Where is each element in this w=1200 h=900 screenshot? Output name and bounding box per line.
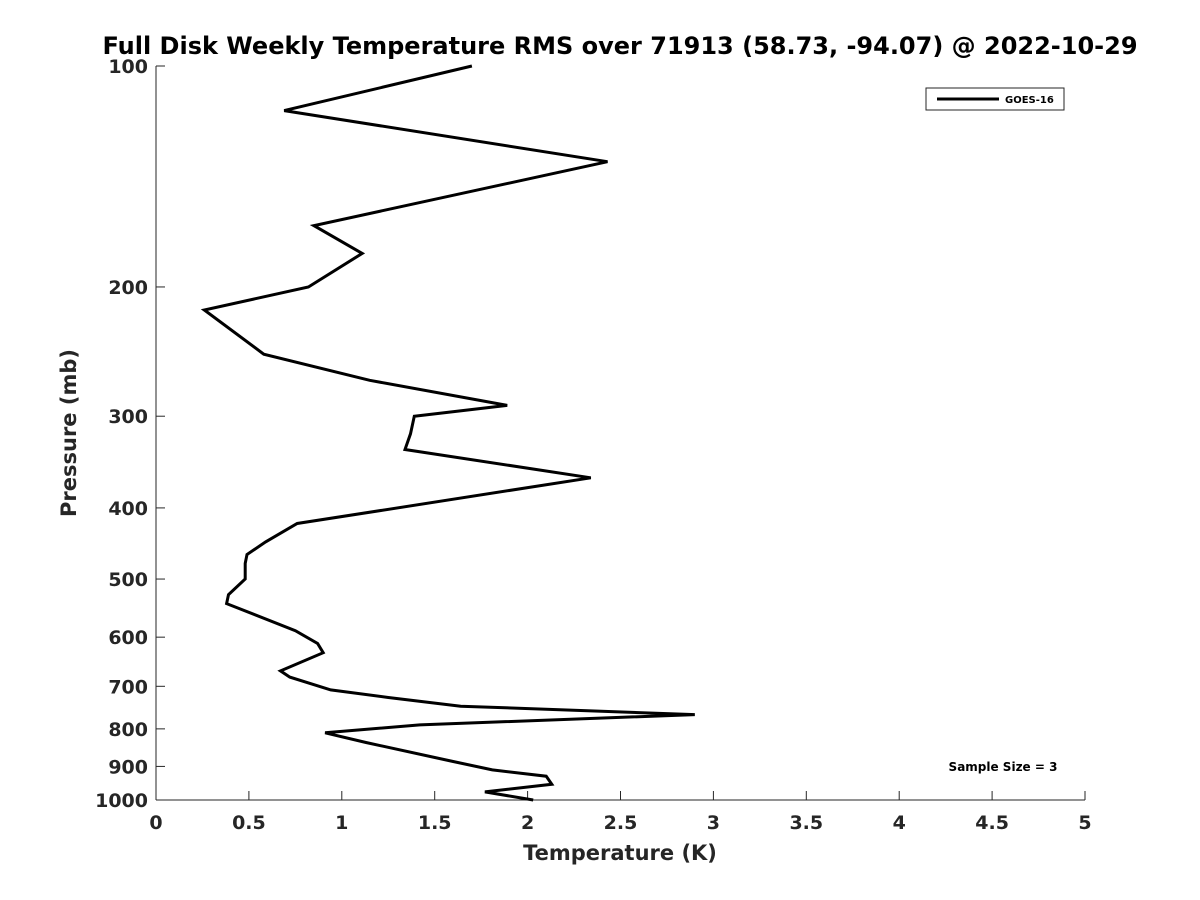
y-tick-label: 800 [108,719,148,741]
series-line-goes16 [200,64,695,802]
y-tick-label: 600 [108,627,148,649]
y-tick-label: 400 [108,498,148,520]
y-tick-label: 100 [108,56,148,78]
legend-label-goes16: GOES-16 [1005,95,1054,106]
x-tick-label: 1 [335,812,348,834]
x-tick-label: 4 [893,812,906,834]
x-tick-label: 0.5 [232,812,266,834]
x-tick-label: 4.5 [975,812,1009,834]
x-tick-label: 3.5 [789,812,823,834]
x-tick-label: 3 [707,812,720,834]
x-tick-label: 2 [521,812,534,834]
y-tick-label: 700 [108,676,148,698]
chart-title: Full Disk Weekly Temperature RMS over 71… [102,32,1137,60]
x-tick-label: 0 [149,812,162,834]
sample-size-annotation: Sample Size = 3 [949,760,1058,774]
y-tick-label: 900 [108,756,148,778]
x-tick-label: 5 [1078,812,1091,834]
y-tick-label: 200 [108,277,148,299]
plot-area [155,66,1085,801]
y-tick-label: 500 [108,569,148,591]
legend: GOES-16 [925,87,1065,111]
x-axis-ticks: 0 0.5 1 1.5 2 2.5 3 3.5 4 4.5 5 [149,791,1092,834]
series-layer [200,64,695,802]
x-tick-label: 1.5 [418,812,452,834]
y-axis-ticks: 100 200 300 400 500 600 700 800 900 1000 [95,56,165,812]
y-tick-label: 1000 [95,790,148,812]
x-tick-label: 2.5 [604,812,638,834]
x-axis-label: Temperature (K) [523,841,717,865]
y-axis-label: Pressure (mb) [57,349,81,517]
y-tick-label: 300 [108,406,148,428]
